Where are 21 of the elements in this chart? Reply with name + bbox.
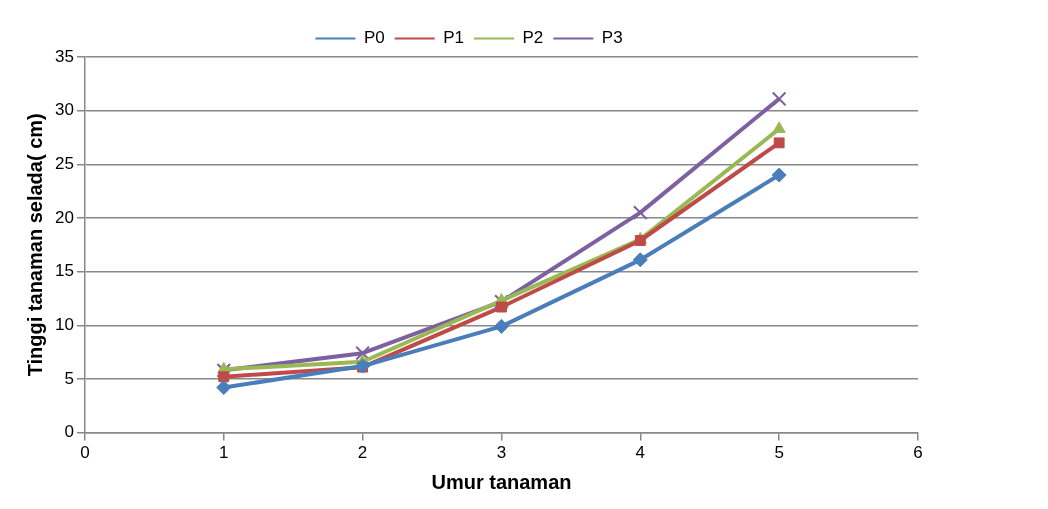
y-tick-label: 15 xyxy=(54,261,74,281)
x-tick-label: 4 xyxy=(635,443,646,463)
legend-label: P2 xyxy=(522,28,544,48)
x-tick-label: 3 xyxy=(496,443,507,463)
x-axis-title: Umur tanaman xyxy=(431,470,572,493)
y-tick-label: 20 xyxy=(54,207,74,227)
y-tick-label: 30 xyxy=(54,100,74,120)
y-axis-title: Tinggi tanaman selada( cm) xyxy=(23,113,46,377)
x-tick-label: 1 xyxy=(219,443,229,463)
x-tick-label: 2 xyxy=(357,443,368,463)
x-tick-label: 0 xyxy=(80,443,90,463)
y-tick-label: 25 xyxy=(54,154,74,173)
legend-label: P3 xyxy=(601,28,623,48)
x-tick-label: 6 xyxy=(913,443,923,463)
y-tick-label: 10 xyxy=(54,314,74,334)
y-tick-label: 0 xyxy=(64,422,74,442)
y-tick-label: 5 xyxy=(64,368,74,388)
legend-label: P0 xyxy=(363,28,385,48)
x-tick-label: 5 xyxy=(774,443,784,463)
legend-label: P1 xyxy=(443,28,464,48)
y-tick-label: 35 xyxy=(54,46,74,66)
